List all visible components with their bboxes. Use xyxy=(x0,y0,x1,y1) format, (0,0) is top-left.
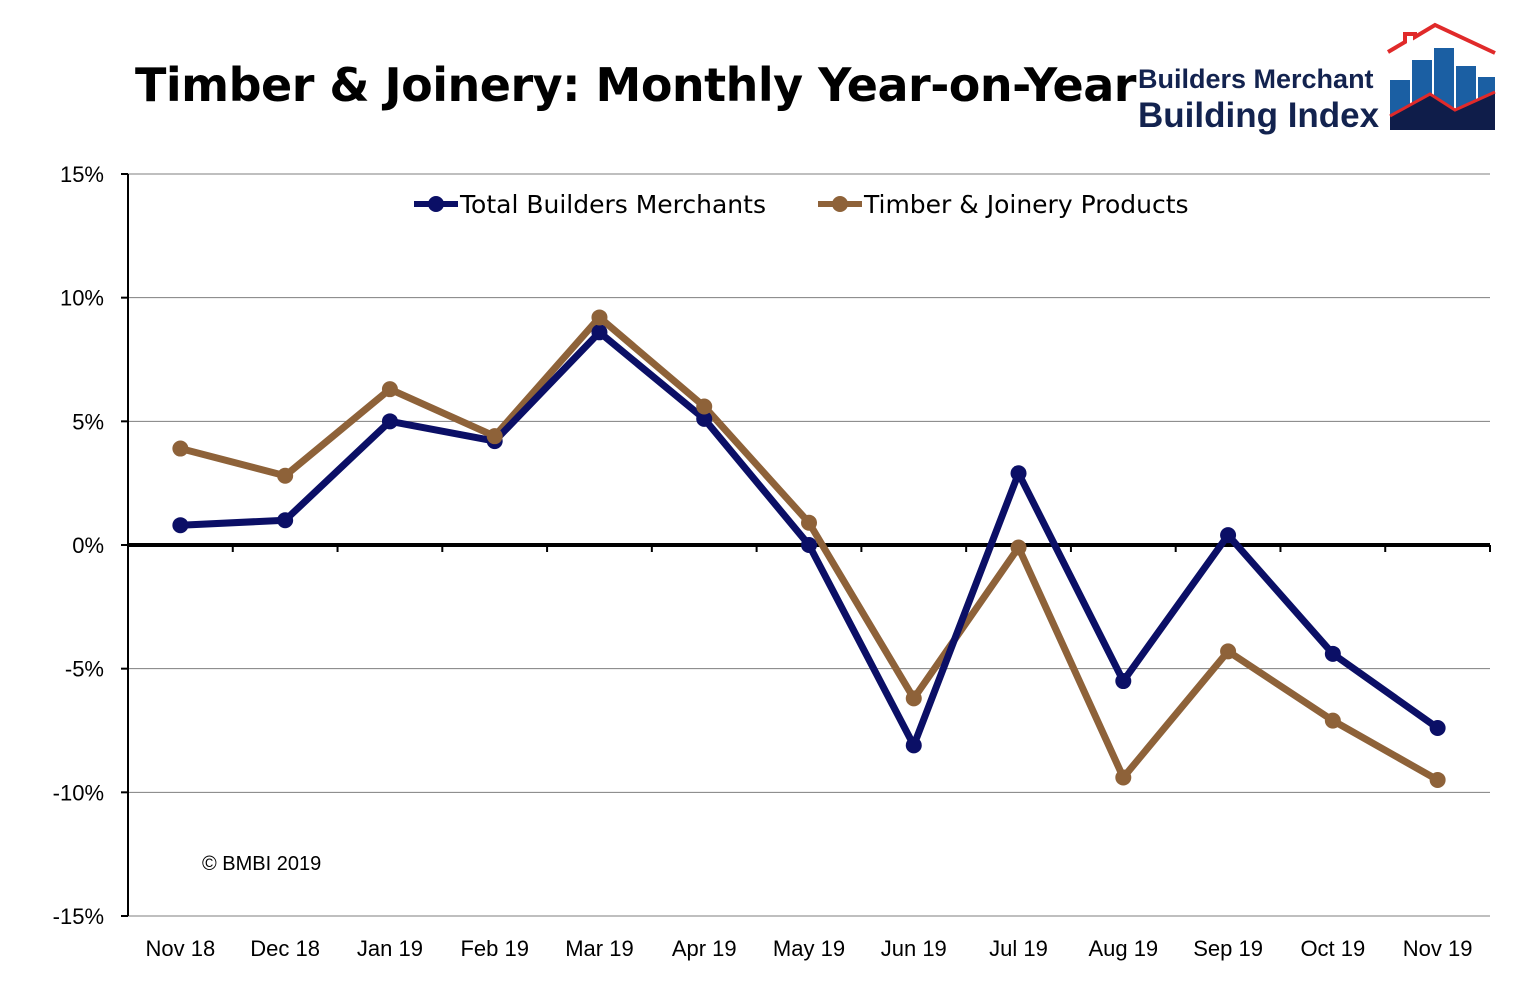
bmbi-logo: Builders Merchant Building Index xyxy=(1130,20,1510,140)
data-point-total xyxy=(1429,720,1446,737)
data-point-total xyxy=(1115,673,1132,690)
data-point-timber xyxy=(486,428,503,445)
data-point-timber xyxy=(172,440,189,457)
data-point-timber xyxy=(696,398,713,415)
data-point-timber xyxy=(1429,771,1446,788)
data-point-total xyxy=(1324,645,1341,662)
data-point-total xyxy=(381,413,398,430)
copyright-annotation: © BMBI 2019 xyxy=(202,853,321,875)
data-point-timber xyxy=(801,514,817,531)
legend: Total Builders Merchants Timber & Joiner… xyxy=(414,190,1189,219)
y-tick-label: 15% xyxy=(60,162,104,187)
x-tick-label: Sep 19 xyxy=(1193,936,1263,961)
x-tick-label: Dec 18 xyxy=(250,936,320,961)
x-tick-label: Jan 19 xyxy=(357,936,423,961)
data-point-total xyxy=(801,537,817,553)
y-tick-label: 0% xyxy=(72,533,104,558)
legend-label-total: Total Builders Merchants xyxy=(459,190,766,219)
logo-line-1: Builders Merchant xyxy=(1138,64,1374,94)
data-point-timber xyxy=(905,690,922,707)
x-tick-label: Oct 19 xyxy=(1300,936,1365,961)
logo-line-2: Building Index xyxy=(1138,96,1380,135)
x-tick-label: Jun 19 xyxy=(881,936,947,961)
legend-label-timber: Timber & Joinery Products xyxy=(863,190,1189,219)
y-tick-label: -15% xyxy=(53,904,104,929)
y-tick-label: -5% xyxy=(65,657,104,682)
data-point-total xyxy=(1010,465,1027,482)
data-point-total xyxy=(591,324,608,341)
x-tick-label: Mar 19 xyxy=(565,936,633,961)
x-tick-label: Apr 19 xyxy=(672,936,737,961)
x-tick-label: Nov 18 xyxy=(146,936,216,961)
data-point-timber xyxy=(1220,643,1237,660)
data-point-timber xyxy=(1115,769,1132,786)
legend-marker-timber xyxy=(832,196,848,212)
legend-marker-total xyxy=(428,196,444,212)
data-point-total xyxy=(172,517,189,534)
data-point-total xyxy=(277,512,294,529)
x-tick-label: Aug 19 xyxy=(1088,936,1158,961)
data-point-timber xyxy=(277,467,294,484)
y-tick-label: 10% xyxy=(60,286,104,311)
y-tick-label: 5% xyxy=(72,409,104,434)
data-point-timber xyxy=(591,309,608,326)
x-tick-label: May 19 xyxy=(773,936,845,961)
data-point-total xyxy=(905,737,922,754)
y-tick-label: -10% xyxy=(53,780,104,805)
data-point-timber xyxy=(381,381,398,398)
x-tick-label: Jul 19 xyxy=(989,936,1048,961)
data-point-total xyxy=(696,410,713,427)
chart-title: Timber & Joinery: Monthly Year-on-Year xyxy=(135,58,1136,112)
data-point-timber xyxy=(1010,539,1027,556)
x-tick-label: Nov 19 xyxy=(1403,936,1473,961)
logo-house-icon xyxy=(1386,22,1496,130)
x-tick-label: Feb 19 xyxy=(460,936,529,961)
data-point-timber xyxy=(1324,712,1341,729)
data-point-total xyxy=(1220,527,1237,544)
